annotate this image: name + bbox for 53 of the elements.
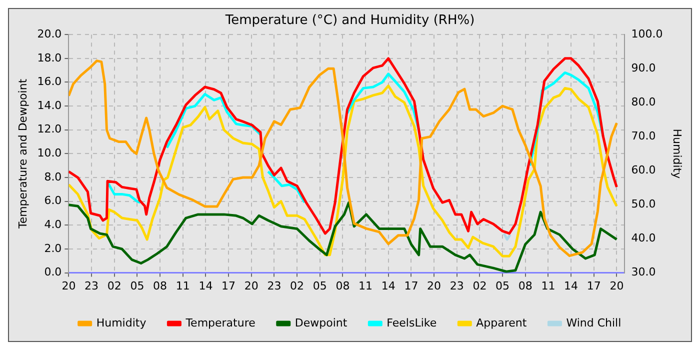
y-tick-label: 10.0 <box>37 146 62 160</box>
x-tick-label: 14 <box>381 279 396 292</box>
x-tick-label: 02 <box>472 279 487 292</box>
y2-tick-label: 90.0 <box>631 61 656 74</box>
y-tick-label: 4.0 <box>44 218 62 232</box>
y-axis-title: Temperature and Dewpoint <box>16 78 30 230</box>
x-tick-label: 02 <box>107 279 122 292</box>
y-tick-label: 12.0 <box>37 122 62 136</box>
x-tick-label: 05 <box>312 279 327 292</box>
y2-tick-label: 40.0 <box>631 232 656 245</box>
y2-tick-label: 30.0 <box>631 266 656 279</box>
x-tick-label: 17 <box>222 279 236 292</box>
x-tick-label: 08 <box>336 279 350 292</box>
x-tick-label: 20 <box>610 279 624 292</box>
x-tick-label: 20 <box>62 279 76 292</box>
legend-label: Temperature <box>184 316 256 330</box>
y2-tick-label: 60.0 <box>631 164 656 177</box>
x-tick-label: 05 <box>130 279 144 292</box>
legend-label: Wind Chill <box>566 316 622 330</box>
x-tick-label: 08 <box>518 279 532 292</box>
x-tick-label: 14 <box>564 279 578 292</box>
x-tick-label: 20 <box>244 279 258 292</box>
x-tick-label: 11 <box>541 279 556 292</box>
legend-label: Humidity <box>96 316 147 330</box>
y-tick-label: 2.0 <box>44 242 62 255</box>
x-tick-label: 02 <box>290 279 304 292</box>
y-tick-label: 0.0 <box>44 266 62 279</box>
legend-label: Dewpoint <box>294 316 348 330</box>
y-tick-label: 20.0 <box>37 27 62 40</box>
y-tick-label: 18.0 <box>37 51 62 64</box>
y-tick-label: 16.0 <box>37 75 62 88</box>
x-tick-label: 05 <box>496 279 510 292</box>
y2-tick-label: 100.0 <box>631 27 663 40</box>
x-tick-label: 08 <box>153 279 168 292</box>
x-tick-label: 23 <box>267 279 282 292</box>
x-tick-label: 11 <box>358 279 373 292</box>
x-tick-label: 20 <box>427 279 442 292</box>
y2-tick-label: 70.0 <box>631 130 656 143</box>
x-tick-label: 11 <box>176 279 190 292</box>
legend-label: Apparent <box>476 316 528 330</box>
x-tick-label: 17 <box>586 279 601 292</box>
x-tick-label: 17 <box>404 279 418 292</box>
legend-label: FeelsLike <box>386 316 437 330</box>
chart-title: Temperature (°C) and Humidity (RH%) <box>224 13 475 28</box>
y2-tick-label: 80.0 <box>631 96 656 109</box>
x-tick-label: 23 <box>450 279 464 292</box>
y2-axis-title: Humidity <box>670 128 684 180</box>
y2-tick-label: 50.0 <box>631 198 656 211</box>
x-tick-label: 14 <box>198 279 213 292</box>
y-tick-label: 6.0 <box>44 194 62 208</box>
x-tick-label: 23 <box>84 279 99 292</box>
y-tick-label: 14.0 <box>37 98 62 112</box>
y-tick-label: 8.0 <box>44 170 62 184</box>
